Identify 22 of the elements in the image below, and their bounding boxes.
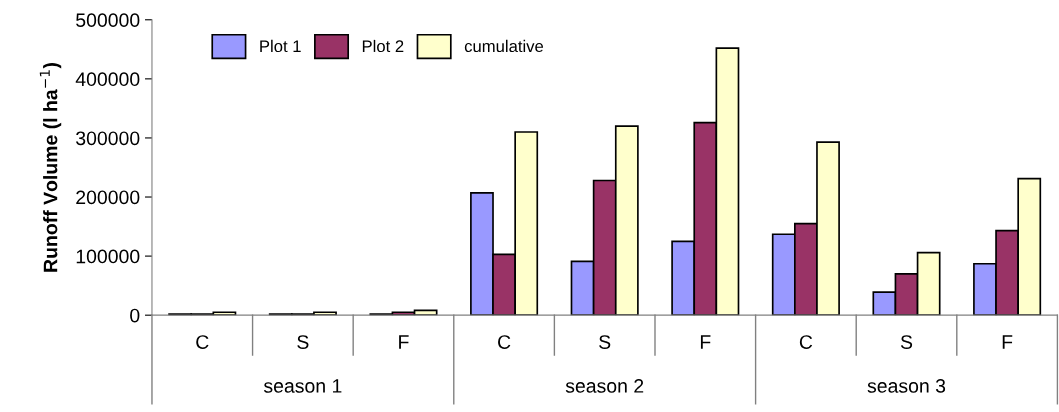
- x-tick-label: S: [599, 335, 611, 349]
- y-tick-label: 200000: [76, 190, 140, 205]
- legend-label: Plot 1: [260, 39, 301, 53]
- y-tick-label: 500000: [76, 13, 140, 28]
- x-tick-label: F: [1002, 335, 1013, 349]
- x-tick-label: C: [196, 335, 209, 349]
- x-tick-label: S: [900, 335, 913, 349]
- x-tick-label: S: [297, 335, 309, 349]
- x-tick-label: F: [700, 335, 711, 349]
- y-axis-title: Runoff Volume (l ha$^{−1}$): [39, 63, 62, 272]
- legend-label: Plot 2: [362, 39, 404, 53]
- y-tick-label: 100000: [76, 249, 140, 264]
- x-tick-label: C: [799, 335, 813, 349]
- text: season 3: [867, 379, 946, 393]
- text: season 1: [263, 379, 342, 393]
- y-tick-label: 0: [130, 308, 140, 323]
- x-tick-label: C: [498, 335, 511, 349]
- y-tick-label: 300000: [76, 131, 140, 146]
- text: season 2: [565, 379, 644, 393]
- x-tick-label: F: [399, 335, 409, 349]
- y-tick-label: 400000: [75, 72, 140, 87]
- legend-label: cumulative: [464, 39, 544, 53]
